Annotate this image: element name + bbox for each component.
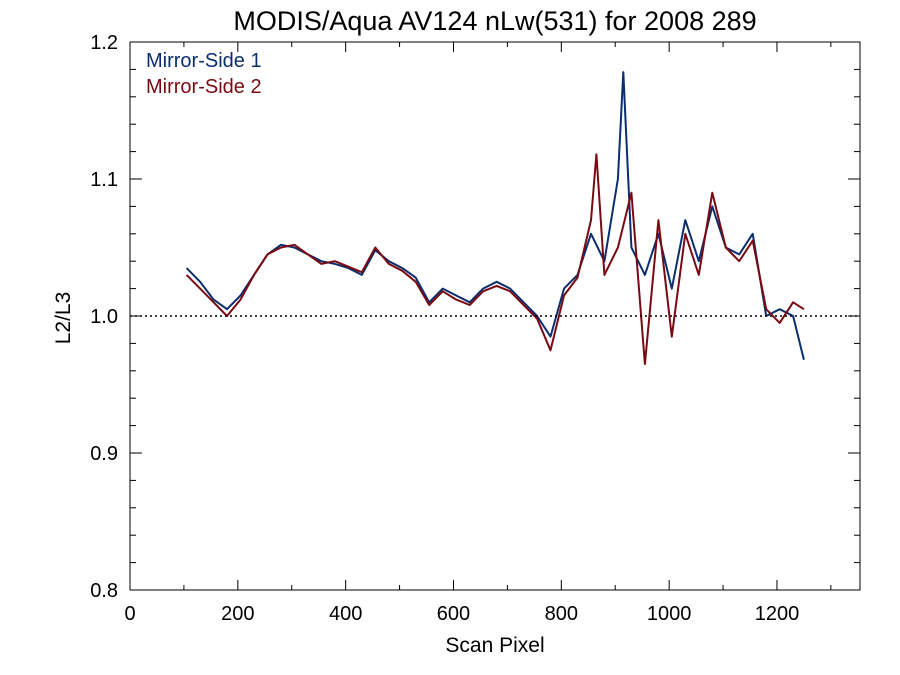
chart-title: MODIS/Aqua AV124 nLw(531) for 2008 289 xyxy=(233,6,756,36)
ticks-layer: 0 200 400 600 800 1000 1200 0.8 0.9 1.0 1.1 1.2 xyxy=(90,32,860,625)
y-axis-label: L2/L3 xyxy=(52,292,75,345)
x-tick-label: 0 xyxy=(124,603,135,625)
legend: Mirror-Side 1 Mirror-Side 2 xyxy=(146,50,262,98)
legend-entry-mirror-side-1: Mirror-Side 1 xyxy=(146,50,262,72)
x-tick-label: 600 xyxy=(437,603,470,625)
y-tick-label: 1.2 xyxy=(90,32,118,54)
x-tick-label: 1200 xyxy=(755,603,800,625)
series-layer xyxy=(185,71,805,365)
series-line-mirror-side-2 xyxy=(185,153,805,365)
x-tick-label: 400 xyxy=(329,603,362,625)
y-tick-label: 0.8 xyxy=(90,580,118,602)
series-line-mirror-side-1 xyxy=(185,71,805,361)
y-tick-label: 1.0 xyxy=(90,306,118,328)
x-tick-label: 1000 xyxy=(647,603,692,625)
legend-entry-mirror-side-2: Mirror-Side 2 xyxy=(146,76,262,98)
x-tick-label: 200 xyxy=(221,603,254,625)
x-axis-label: Scan Pixel xyxy=(445,634,544,657)
y-tick-label: 1.1 xyxy=(90,169,118,191)
y-tick-label: 0.9 xyxy=(90,443,118,465)
x-tick-label: 800 xyxy=(545,603,578,625)
